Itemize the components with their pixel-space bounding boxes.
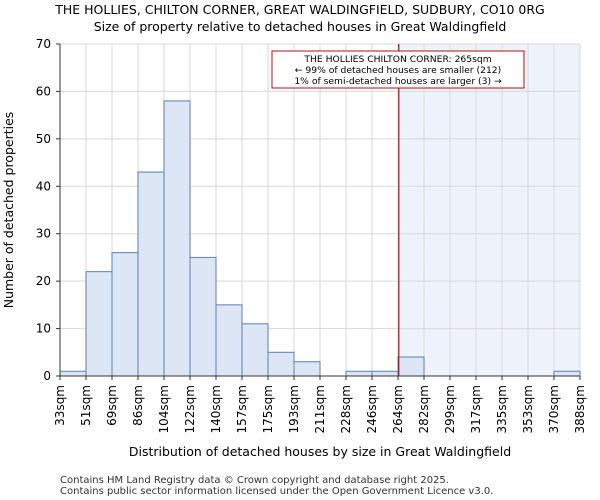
chart-subtitle: Size of property relative to detached ho…: [93, 19, 507, 34]
x-tick-label: 299sqm: [443, 385, 457, 433]
histogram-bar: [163, 100, 191, 377]
x-tick-label: 140sqm: [209, 385, 223, 433]
x-tick-label: 246sqm: [365, 385, 379, 433]
x-tick-label: 353sqm: [521, 385, 535, 433]
histogram-bar: [85, 271, 113, 377]
x-tick-label: 86sqm: [131, 385, 145, 426]
footer-licence: Contains public sector information licen…: [60, 486, 494, 497]
x-tick-label: 211sqm: [313, 385, 327, 433]
histogram-bar: [215, 304, 243, 377]
x-tick-label: 388sqm: [573, 385, 587, 433]
y-tick-label: 40: [36, 179, 51, 193]
x-axis-label: Distribution of detached houses by size …: [129, 444, 511, 459]
annotation-title: THE HOLLIES CHILTON CORNER: 265sqm: [303, 54, 491, 65]
x-tick-label: 69sqm: [105, 385, 119, 426]
histogram-bar: [293, 361, 321, 377]
histogram-bar: [111, 252, 139, 377]
highlight-region: [398, 44, 580, 376]
x-tick-label: 122sqm: [183, 385, 197, 433]
histogram-bar: [397, 356, 425, 377]
histogram-bar: [241, 323, 269, 377]
y-tick-label: 50: [36, 132, 51, 146]
x-tick-label: 193sqm: [287, 385, 301, 433]
histogram-bar: [59, 370, 87, 377]
annotation-larger: 1% of semi-detached houses are larger (3…: [294, 76, 502, 87]
y-tick-label: 70: [36, 37, 51, 51]
histogram-bar: [137, 171, 165, 377]
histogram-bar: [189, 256, 217, 377]
histogram-bar: [345, 370, 373, 377]
x-tick-label: 370sqm: [547, 385, 561, 433]
x-tick-label: 51sqm: [79, 385, 93, 426]
annotation-box: [271, 50, 525, 89]
histogram-bar: [553, 370, 581, 377]
y-tick-label: 60: [36, 84, 51, 98]
y-tick-label: 0: [43, 369, 51, 383]
annotation-smaller: ← 99% of detached houses are smaller (21…: [295, 65, 501, 76]
histogram-bar: [267, 351, 295, 377]
footer-copyright: Contains HM Land Registry data © Crown c…: [60, 475, 449, 486]
x-tick-label: 157sqm: [235, 385, 249, 433]
y-axis-label: Number of detached properties: [1, 112, 16, 309]
x-tick-label: 282sqm: [417, 385, 431, 433]
x-tick-label: 104sqm: [157, 385, 171, 433]
histogram-bar: [371, 370, 399, 377]
y-tick-label: 10: [36, 322, 51, 336]
y-tick-label: 30: [36, 227, 51, 241]
x-tick-label: 317sqm: [469, 385, 483, 433]
x-tick-label: 228sqm: [339, 385, 353, 433]
x-tick-label: 335sqm: [495, 385, 509, 433]
x-tick-label: 264sqm: [391, 385, 405, 433]
y-tick-label: 20: [36, 274, 51, 288]
x-tick-label: 33sqm: [53, 385, 67, 426]
x-tick-label: 175sqm: [261, 385, 275, 433]
chart-title: THE HOLLIES, CHILTON CORNER, GREAT WALDI…: [55, 2, 545, 17]
